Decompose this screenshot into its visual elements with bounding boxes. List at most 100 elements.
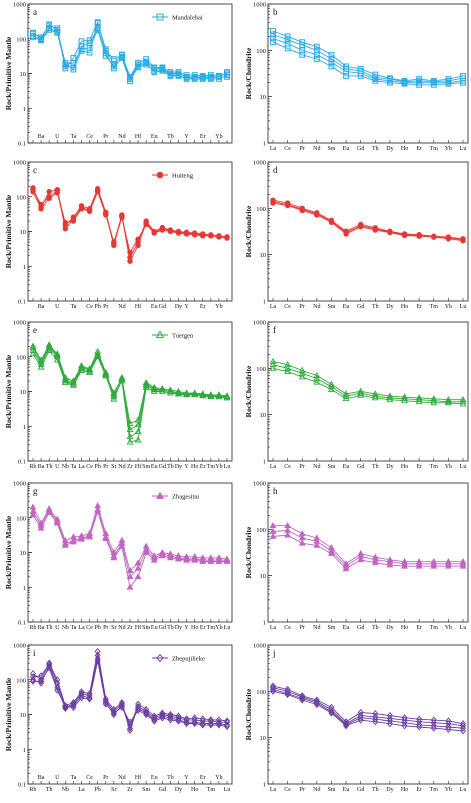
y-tick-label: 10	[260, 94, 267, 101]
y-tick-label: 1000	[13, 481, 26, 488]
data-point	[269, 357, 277, 364]
x-tick-label: Nb	[62, 787, 69, 793]
data-point	[94, 350, 102, 357]
data-point	[313, 374, 321, 381]
x-tick-label: Yb	[215, 625, 222, 631]
data-point	[460, 722, 466, 730]
data-point	[372, 226, 379, 232]
data-point	[328, 63, 335, 70]
data-point	[313, 378, 321, 385]
x-tick-label: Yb	[215, 304, 222, 310]
plot-frame	[267, 482, 469, 623]
data-point	[135, 236, 141, 242]
data-point	[158, 552, 166, 559]
y-tick-label: 1	[263, 299, 266, 306]
series-1	[269, 360, 467, 405]
x-tick-label: Ce	[86, 304, 93, 310]
x-tick-label: Ho	[401, 146, 408, 152]
data-point	[29, 350, 37, 357]
y-tick-label: 1	[263, 782, 266, 789]
series-0	[270, 197, 466, 242]
x-tick-label: Eu	[343, 625, 350, 631]
x-tick-label: Er	[200, 775, 206, 781]
x-tick-label: Tm	[430, 464, 439, 470]
x-tick-label: Zr	[127, 787, 133, 793]
data-point	[191, 556, 199, 563]
data-point	[207, 74, 214, 81]
series-2	[29, 507, 231, 590]
x-tick-label: Eu	[343, 464, 350, 470]
x-tick-label: Zr	[127, 464, 133, 470]
data-point	[119, 55, 125, 61]
panel-letter: i	[33, 648, 36, 658]
series-3	[270, 39, 466, 88]
x-tick-label: Yb	[445, 146, 452, 152]
data-point	[54, 686, 61, 694]
x-tick-label: Eu	[151, 775, 158, 781]
data-point	[53, 353, 61, 360]
series-1	[30, 25, 230, 82]
data-point	[430, 562, 438, 569]
data-point	[70, 380, 77, 387]
data-point	[270, 687, 276, 695]
data-point	[167, 554, 174, 561]
panel-letter: e	[33, 325, 37, 335]
x-tick-label: Tb	[372, 304, 379, 310]
data-point	[460, 720, 466, 728]
data-point	[94, 657, 101, 665]
data-point	[401, 397, 408, 404]
x-tick-label: Er	[416, 787, 422, 793]
x-tick-label: Ba	[38, 775, 45, 781]
x-tick-label: Sm	[142, 464, 150, 470]
x-tick-label: Eu	[151, 134, 158, 140]
x-tick-label: Gd	[159, 787, 166, 793]
data-point	[299, 696, 306, 704]
data-point	[70, 538, 77, 545]
x-tick-label: Nb	[62, 464, 69, 470]
data-point	[387, 79, 393, 86]
data-point	[134, 436, 142, 443]
panel-j: 1 10 100 1000 Rock/Chondrite La Ce Pr Nd Sm Eu Gd Tb…	[244, 643, 469, 793]
y-tick-label: 1	[23, 747, 26, 754]
x-tick-label: U	[55, 775, 60, 781]
data-point	[284, 36, 291, 43]
series-0	[30, 185, 230, 261]
data-point	[46, 26, 53, 33]
data-point	[445, 235, 452, 241]
data-point	[30, 34, 36, 41]
data-point	[94, 26, 101, 33]
data-point	[143, 710, 150, 719]
x-tick-label: Ho	[401, 625, 408, 631]
data-point	[151, 712, 158, 720]
x-tick-label: Y	[184, 134, 189, 140]
series-line	[32, 28, 228, 83]
data-point	[45, 346, 53, 354]
x-tick-label: Gd	[357, 787, 364, 793]
x-tick-label: Sm	[142, 787, 150, 793]
data-point	[127, 249, 133, 256]
data-point	[357, 556, 365, 563]
data-point	[62, 702, 69, 711]
data-point	[142, 383, 150, 390]
data-point	[191, 716, 198, 724]
x-tick-label: Gd	[357, 464, 364, 470]
data-point	[298, 366, 306, 373]
data-point	[284, 689, 291, 698]
data-point	[183, 390, 190, 397]
x-tick-label: Gd	[159, 464, 166, 470]
data-point	[86, 208, 93, 215]
x-tick-label: Th	[46, 464, 53, 470]
data-point	[142, 548, 150, 555]
data-point	[416, 721, 423, 729]
y-tick-label: 0.1	[18, 782, 26, 789]
data-point	[416, 723, 423, 731]
data-point	[372, 77, 379, 84]
x-tick-label: Er	[416, 464, 422, 470]
x-tick-label: Lu	[460, 146, 467, 152]
data-point	[270, 35, 276, 42]
data-point	[167, 389, 174, 396]
data-point	[415, 562, 423, 569]
x-tick-label: Nd	[313, 464, 320, 470]
y-tick-label: 1	[23, 106, 26, 113]
